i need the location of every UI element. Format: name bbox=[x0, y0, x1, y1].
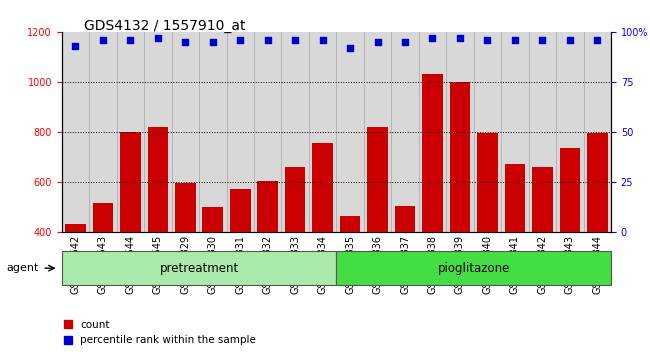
Point bbox=[180, 39, 190, 45]
Bar bbox=[504, 164, 525, 232]
Bar bbox=[584, 32, 611, 232]
Text: GDS4132 / 1557910_at: GDS4132 / 1557910_at bbox=[84, 19, 246, 34]
Point bbox=[482, 37, 493, 43]
Legend: count, percentile rank within the sample: count, percentile rank within the sample bbox=[64, 320, 256, 345]
Bar bbox=[532, 167, 552, 232]
Bar bbox=[309, 32, 337, 232]
Bar bbox=[62, 32, 89, 232]
Bar bbox=[391, 32, 419, 232]
Bar bbox=[281, 32, 309, 232]
Point bbox=[290, 37, 300, 43]
Bar bbox=[203, 207, 223, 232]
Bar bbox=[422, 74, 443, 232]
Point bbox=[153, 35, 163, 41]
Point bbox=[537, 37, 547, 43]
Point bbox=[455, 35, 465, 41]
Point bbox=[317, 37, 328, 43]
Bar bbox=[175, 183, 196, 232]
Point bbox=[98, 37, 108, 43]
Bar bbox=[172, 32, 199, 232]
Point bbox=[345, 45, 356, 51]
Bar bbox=[337, 32, 364, 232]
Point bbox=[207, 39, 218, 45]
Bar bbox=[450, 82, 470, 232]
Bar bbox=[501, 32, 528, 232]
Bar bbox=[446, 32, 474, 232]
Bar bbox=[257, 181, 278, 232]
Bar bbox=[254, 32, 281, 232]
Bar bbox=[120, 132, 140, 232]
Bar bbox=[313, 143, 333, 232]
Bar bbox=[587, 133, 608, 232]
Bar bbox=[65, 224, 86, 232]
Point bbox=[592, 37, 603, 43]
Bar bbox=[117, 32, 144, 232]
Bar bbox=[89, 32, 117, 232]
Bar bbox=[227, 32, 254, 232]
Point bbox=[70, 43, 81, 49]
Point bbox=[125, 37, 136, 43]
Point bbox=[400, 39, 410, 45]
Bar bbox=[419, 32, 446, 232]
Text: pioglitazone: pioglitazone bbox=[437, 262, 510, 275]
Point bbox=[510, 37, 520, 43]
Bar bbox=[144, 32, 172, 232]
Bar bbox=[340, 216, 360, 232]
Bar bbox=[199, 32, 227, 232]
Point bbox=[372, 39, 383, 45]
Text: pretreatment: pretreatment bbox=[159, 262, 239, 275]
Point bbox=[565, 37, 575, 43]
Bar bbox=[474, 32, 501, 232]
Bar bbox=[477, 133, 498, 232]
Bar bbox=[556, 32, 584, 232]
Point bbox=[427, 35, 437, 41]
Bar bbox=[364, 32, 391, 232]
Bar bbox=[395, 206, 415, 232]
Bar bbox=[230, 189, 250, 232]
Bar bbox=[148, 127, 168, 232]
Point bbox=[235, 37, 246, 43]
Text: agent: agent bbox=[6, 263, 39, 273]
Bar bbox=[560, 148, 580, 232]
Bar bbox=[528, 32, 556, 232]
Point bbox=[263, 37, 273, 43]
Bar bbox=[93, 203, 113, 232]
Bar bbox=[285, 167, 306, 232]
Bar bbox=[367, 127, 388, 232]
